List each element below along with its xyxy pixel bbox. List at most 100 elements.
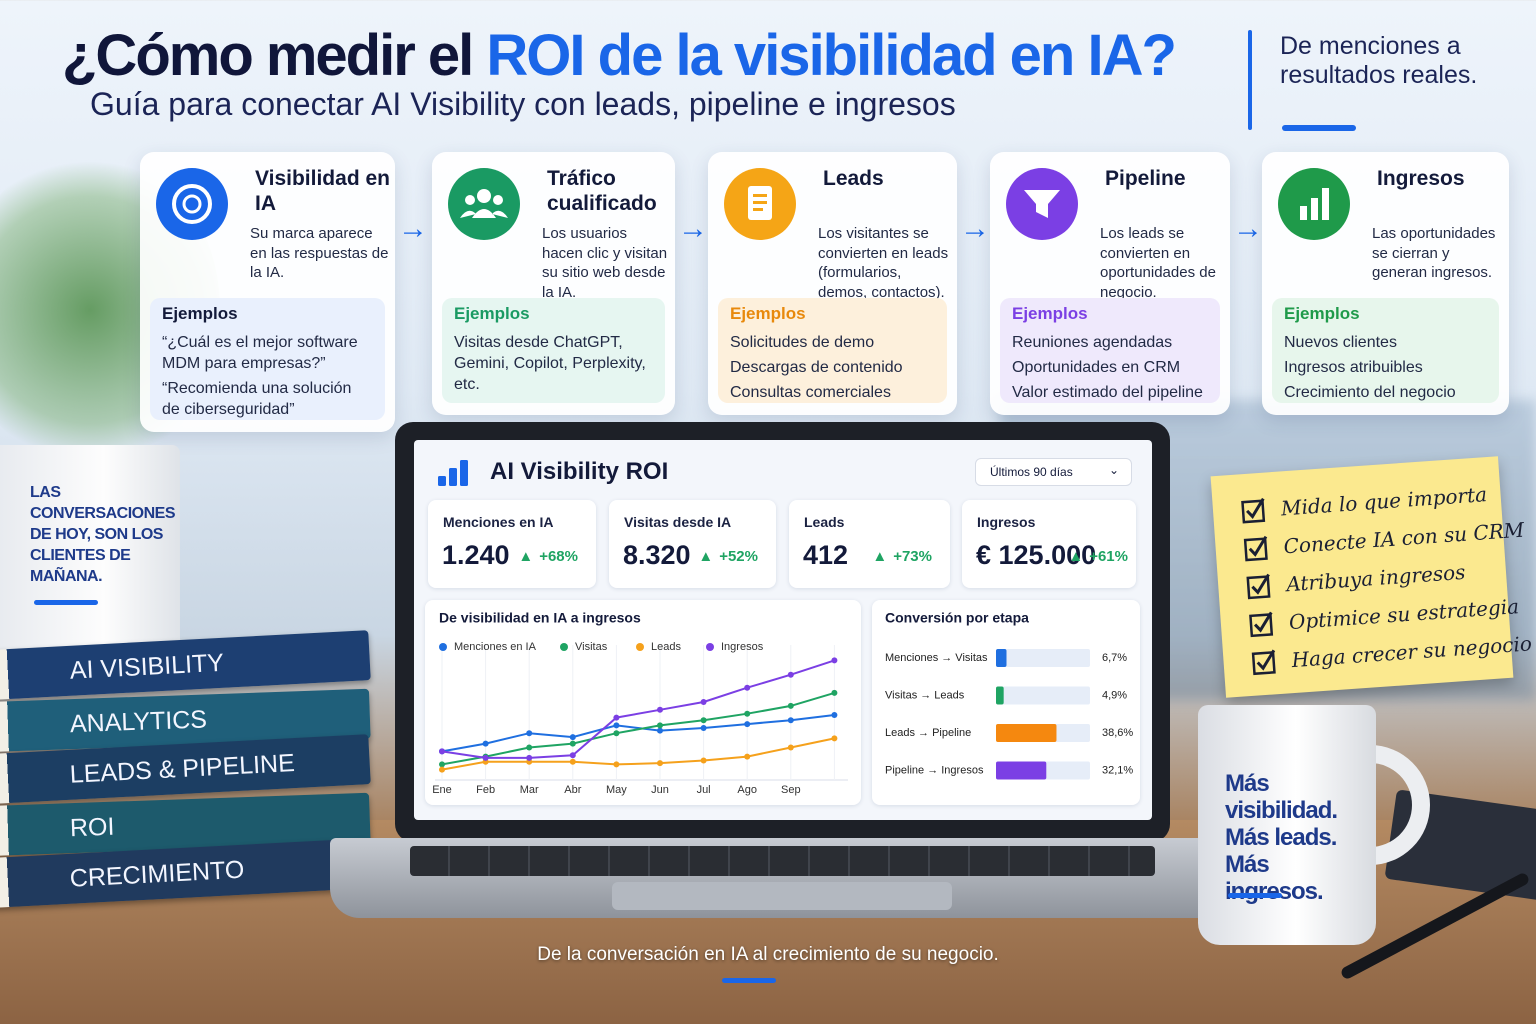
step-card: Ingresos Las oportunidades se cierran y g… xyxy=(1262,152,1509,415)
examples-label: Ejemplos xyxy=(1284,304,1360,323)
step-description: Su marca aparece en las respuestas de la… xyxy=(250,225,389,281)
step-card: Leads Los visitantes se convierten en lea… xyxy=(708,152,957,415)
step-title: Pipeline xyxy=(1105,167,1186,190)
kpi-label: Menciones en IA xyxy=(443,514,554,530)
step-card: Visibilidad en IA Su marca aparece en las… xyxy=(140,152,395,432)
separator xyxy=(1248,30,1252,130)
checklist-item: Atribuya ingresos xyxy=(1285,559,1467,597)
subtitle: Guía para conectar AI Visibility con lea… xyxy=(90,86,956,122)
dashboard-title: AI Visibility ROI xyxy=(490,458,669,485)
trend-icon: ▲ xyxy=(518,548,534,565)
examples-label: Ejemplos xyxy=(1012,304,1088,323)
flow-arrow: → xyxy=(678,212,708,245)
kpi-label: Visitas desde IA xyxy=(624,514,732,530)
accent-bar xyxy=(1282,125,1356,131)
accent-bar xyxy=(722,978,776,983)
accent-bar xyxy=(1228,893,1282,898)
accent-bar xyxy=(34,600,98,605)
dropdown-caret: ⌄ xyxy=(1108,463,1119,477)
examples-label: Ejemplos xyxy=(162,304,238,323)
kpi-change-row: ▲ +68% xyxy=(518,548,578,565)
checklist-row: Atribuya ingresos xyxy=(1246,559,1467,600)
example-item: Visitas desde ChatGPT, Gemini, Copilot, … xyxy=(454,334,646,393)
period-label: Últimos 90 días xyxy=(990,465,1073,479)
step-icon xyxy=(724,168,796,240)
flow-arrow: → xyxy=(1233,212,1263,245)
kpi-value: 1.240 xyxy=(442,540,510,570)
example-item: Crecimiento del negocio xyxy=(1284,384,1456,401)
step-icon xyxy=(1006,168,1078,240)
example-item: Reuniones agendadas xyxy=(1012,334,1173,351)
mug xyxy=(0,445,180,655)
bar-chart-panel xyxy=(872,600,1140,805)
step-card: Pipeline Los leads se convierten en oport… xyxy=(990,152,1230,415)
line-chart-panel xyxy=(425,600,861,805)
title-highlight: ROI de la visibilidad en IA? xyxy=(486,23,1176,88)
tagline: De menciones a resultados reales. xyxy=(1280,32,1478,89)
checklist-item: Haga crecer su negocio xyxy=(1290,631,1533,673)
kpi-change: +68% xyxy=(539,548,578,565)
kpi-value: 8.320 xyxy=(623,540,691,570)
step-title: Tráfico cualificado xyxy=(547,167,657,215)
examples-box: Ejemplos Solicitudes de demo Descargas de … xyxy=(718,298,947,403)
kpi-card: Ingresos € 125.000 ▲ +61% xyxy=(962,500,1136,588)
kpi-card: Visitas desde IA 8.320 ▲ +52% xyxy=(609,500,776,588)
kpi-change-row: ▲ +52% xyxy=(698,548,758,565)
period-select[interactable]: Últimos 90 días ⌄ xyxy=(975,458,1132,486)
trend-icon: ▲ xyxy=(698,548,714,565)
checklist-row: Haga crecer su negocio xyxy=(1251,630,1533,676)
example-item: “¿Cuál es el mejor software MDM para emp… xyxy=(162,334,358,372)
trend-icon: ▲ xyxy=(1068,548,1084,565)
examples-label: Ejemplos xyxy=(454,304,530,323)
step-title: Leads xyxy=(823,167,884,190)
example-item: Valor estimado del pipeline xyxy=(1012,384,1203,401)
checklist-row: Optimice su estrategia xyxy=(1248,593,1520,638)
examples-box: Ejemplos “¿Cuál es el mejor software MDM … xyxy=(150,298,385,420)
examples-box: Ejemplos Nuevos clientes Ingresos atribuib… xyxy=(1272,298,1499,403)
step-description: Las oportunidades se cierran y generan i… xyxy=(1372,225,1496,281)
checkbox xyxy=(1249,611,1274,638)
step-card: Tráfico cualificado Los usuarios hacen cl… xyxy=(432,152,675,415)
step-icon xyxy=(156,168,228,240)
keyboard xyxy=(410,846,1155,876)
trackpad xyxy=(612,882,952,910)
step-description: Los usuarios hacen clic y visitan su sit… xyxy=(542,225,668,301)
example-item: Solicitudes de demo xyxy=(730,334,875,351)
examples-box: Ejemplos Visitas desde ChatGPT, Gemini, C… xyxy=(442,298,665,403)
step-description: Los leads se convierten en oportunidades… xyxy=(1100,225,1216,301)
step-icon xyxy=(1278,168,1350,240)
kpi-label: Leads xyxy=(804,514,845,530)
kpi-change-row: ▲ +73% xyxy=(872,548,932,565)
example-item: “Recomienda una solución de cibersegurid… xyxy=(162,380,352,418)
kpi-value: € 125.000 xyxy=(976,540,1097,570)
checklist-item: Conecte IA con su CRM xyxy=(1282,517,1525,559)
kpi-label: Ingresos xyxy=(977,514,1036,530)
example-item: Nuevos clientes xyxy=(1284,334,1397,351)
mug-text: Más visibilidad. Más leads. Más ingresos… xyxy=(1225,770,1338,905)
checklist-item: Mida lo que importa xyxy=(1280,482,1488,521)
examples-label: Ejemplos xyxy=(730,304,806,323)
checklist-row: Conecte IA con su CRM xyxy=(1243,517,1525,563)
step-icon xyxy=(448,168,520,240)
example-item: Consultas comerciales xyxy=(730,384,891,401)
title-lead: ¿Cómo medir el xyxy=(62,23,474,88)
kpi-change-row: ▲ +61% xyxy=(1068,548,1128,565)
title: ¿Cómo medir el ROI de la visibilidad en … xyxy=(62,22,1177,89)
sticky-note: Mida lo que importa Conecte IA con su CRM… xyxy=(1210,456,1533,698)
checkbox xyxy=(1246,573,1271,600)
kpi-change: +73% xyxy=(893,548,932,565)
example-item: Oportunidades en CRM xyxy=(1012,359,1181,376)
flow-arrow: → xyxy=(960,212,990,245)
example-item: Ingresos atribuibles xyxy=(1284,359,1423,376)
kpi-card: Leads 412 ▲ +73% xyxy=(789,500,950,588)
checkbox xyxy=(1243,535,1268,562)
kpi-change: +52% xyxy=(719,548,758,565)
step-title: Ingresos xyxy=(1377,167,1465,190)
checkbox xyxy=(1241,497,1266,524)
checklist-item: Optimice su estrategia xyxy=(1288,594,1520,635)
examples-box: Ejemplos Reuniones agendadas Oportunidades… xyxy=(1000,298,1220,403)
step-title: Visibilidad en IA xyxy=(255,167,390,215)
checkbox xyxy=(1251,649,1276,676)
mug-text: LAS CONVERSACIONES DE HOY, SON LOS CLIEN… xyxy=(30,484,176,585)
